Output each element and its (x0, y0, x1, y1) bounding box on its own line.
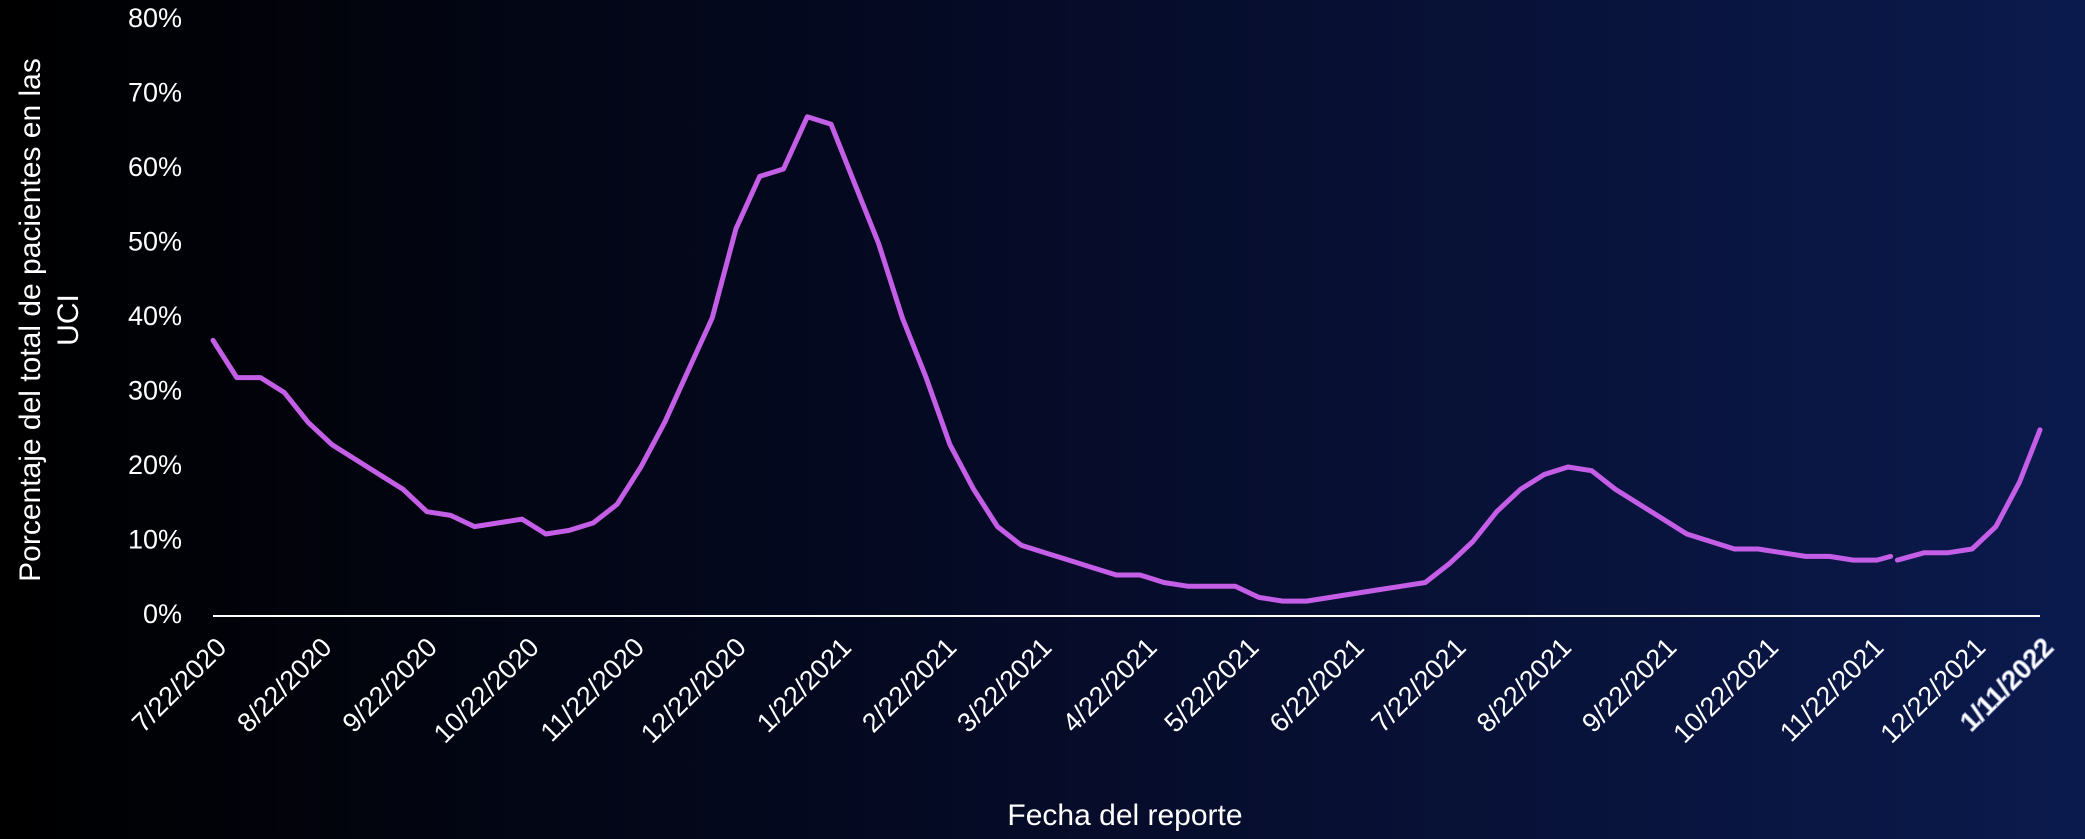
x-tick-label: 4/22/2021 (1057, 632, 1163, 738)
y-axis-title: UCI (52, 294, 85, 346)
x-tick-label: 10/22/2021 (1667, 632, 1784, 749)
y-tick-label: 0% (143, 599, 182, 629)
x-tick-label: 2/22/2021 (856, 632, 962, 738)
x-axis-title: Fecha del reporte (1007, 799, 1242, 832)
y-axis-title: Porcentaje del total de pacientes en las (14, 58, 47, 582)
y-tick-label: 60% (128, 152, 182, 182)
y-tick-label: 40% (128, 301, 182, 331)
x-tick-label: 3/22/2021 (951, 632, 1057, 738)
y-tick-label: 10% (128, 525, 182, 555)
x-tick-label: 9/22/2021 (1576, 632, 1682, 738)
line-series (210, 114, 2043, 604)
y-tick-label: 20% (128, 450, 182, 480)
x-tick-label: 9/22/2020 (337, 632, 443, 738)
x-tick-label: 7/22/2021 (1366, 632, 1472, 738)
x-tick-label: 10/22/2020 (428, 632, 545, 749)
x-tick-label: 1/22/2021 (751, 632, 857, 738)
x-tick-label: 8/22/2020 (231, 632, 337, 738)
y-tick-label: 30% (128, 376, 182, 406)
y-tick-label: 80% (128, 3, 182, 33)
y-tick-label: 50% (128, 227, 182, 257)
x-tick-label: 11/22/2020 (535, 632, 650, 747)
x-tick-label: 11/22/2021 (1774, 632, 1889, 747)
x-tick-label: 7/22/2020 (126, 632, 232, 738)
x-tick-label: 8/22/2021 (1471, 632, 1577, 738)
x-tick-label: 5/22/2021 (1158, 632, 1264, 738)
x-tick-label: 12/22/2020 (635, 632, 752, 749)
x-tick-label: 6/22/2021 (1264, 632, 1370, 738)
y-tick-label: 70% (128, 78, 182, 108)
